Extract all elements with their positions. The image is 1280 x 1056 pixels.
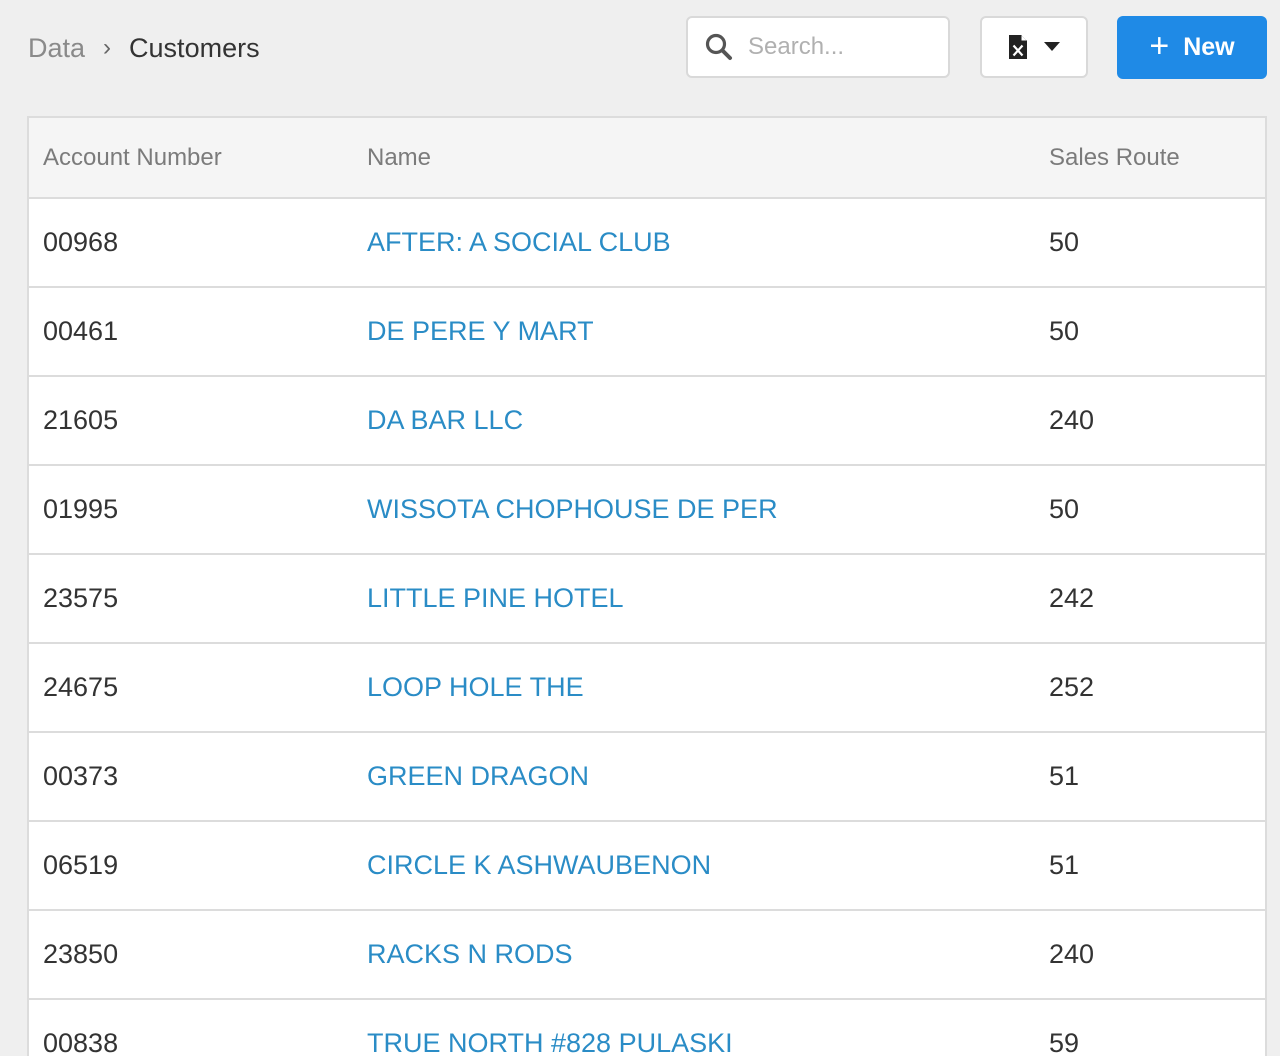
customers-table: Account Number Name Sales Route 00968 AF…: [27, 116, 1267, 1056]
sales-route-cell: 50: [1049, 198, 1265, 288]
column-header-sales-route[interactable]: Sales Route: [1049, 118, 1265, 199]
breadcrumb: Data › Customers: [28, 30, 260, 66]
sales-route-cell: 240: [1049, 376, 1265, 466]
page-title: Customers: [129, 33, 260, 63]
sales-route-cell: 59: [1049, 999, 1265, 1056]
table-row[interactable]: 00838 TRUE NORTH #828 PULASKI 59: [29, 999, 1265, 1056]
customer-name-link[interactable]: GREEN DRAGON: [367, 732, 1049, 822]
table-row[interactable]: 24675 LOOP HOLE THE 252: [29, 643, 1265, 733]
account-number-cell: 24675: [29, 643, 367, 733]
account-number-cell: 00968: [29, 198, 367, 288]
search-icon: [705, 33, 732, 60]
account-number-cell: 00373: [29, 732, 367, 822]
customer-name-link[interactable]: DE PERE Y MART: [367, 287, 1049, 377]
customer-name-link[interactable]: DA BAR LLC: [367, 376, 1049, 466]
search-box[interactable]: [686, 16, 950, 78]
new-button[interactable]: + New: [1117, 16, 1267, 79]
sales-route-cell: 252: [1049, 643, 1265, 733]
excel-file-icon: [1009, 35, 1027, 59]
plus-icon: +: [1149, 27, 1170, 65]
caret-down-icon: [1044, 42, 1060, 51]
sales-route-cell: 51: [1049, 821, 1265, 911]
table-row[interactable]: 00461 DE PERE Y MART 50: [29, 287, 1265, 377]
customer-name-link[interactable]: LOOP HOLE THE: [367, 643, 1049, 733]
sales-route-cell: 240: [1049, 910, 1265, 1000]
table-row[interactable]: 21605 DA BAR LLC 240: [29, 376, 1265, 466]
sales-route-cell: 51: [1049, 732, 1265, 822]
breadcrumb-separator: ›: [103, 34, 112, 61]
account-number-cell: 06519: [29, 821, 367, 911]
customer-name-link[interactable]: AFTER: A SOCIAL CLUB: [367, 198, 1049, 288]
account-number-cell: 23575: [29, 554, 367, 644]
table-row[interactable]: 00968 AFTER: A SOCIAL CLUB 50: [29, 198, 1265, 288]
table-row[interactable]: 23575 LITTLE PINE HOTEL 242: [29, 554, 1265, 644]
customer-name-link[interactable]: LITTLE PINE HOTEL: [367, 554, 1049, 644]
customer-name-link[interactable]: CIRCLE K ASHWAUBENON: [367, 821, 1049, 911]
table-row[interactable]: 00373 GREEN DRAGON 51: [29, 732, 1265, 822]
search-input[interactable]: [748, 33, 928, 61]
table-header-row: Account Number Name Sales Route: [29, 118, 1265, 199]
column-header-account-number[interactable]: Account Number: [29, 118, 367, 199]
account-number-cell: 00461: [29, 287, 367, 377]
sales-route-cell: 50: [1049, 465, 1265, 555]
breadcrumb-root-link[interactable]: Data: [28, 33, 86, 63]
export-button[interactable]: [980, 16, 1088, 78]
customer-name-link[interactable]: TRUE NORTH #828 PULASKI: [367, 999, 1049, 1056]
table-row[interactable]: 23850 RACKS N RODS 240: [29, 910, 1265, 1000]
table-row[interactable]: 01995 WISSOTA CHOPHOUSE DE PER 50: [29, 465, 1265, 555]
new-button-label: New: [1183, 33, 1235, 61]
top-bar: Data › Customers + New: [0, 0, 1280, 96]
sales-route-cell: 50: [1049, 287, 1265, 377]
table-row[interactable]: 06519 CIRCLE K ASHWAUBENON 51: [29, 821, 1265, 911]
account-number-cell: 21605: [29, 376, 367, 466]
column-header-name[interactable]: Name: [367, 118, 1049, 199]
account-number-cell: 00838: [29, 999, 367, 1056]
account-number-cell: 23850: [29, 910, 367, 1000]
customer-name-link[interactable]: RACKS N RODS: [367, 910, 1049, 1000]
sales-route-cell: 242: [1049, 554, 1265, 644]
customer-name-link[interactable]: WISSOTA CHOPHOUSE DE PER: [367, 465, 1049, 555]
account-number-cell: 01995: [29, 465, 367, 555]
